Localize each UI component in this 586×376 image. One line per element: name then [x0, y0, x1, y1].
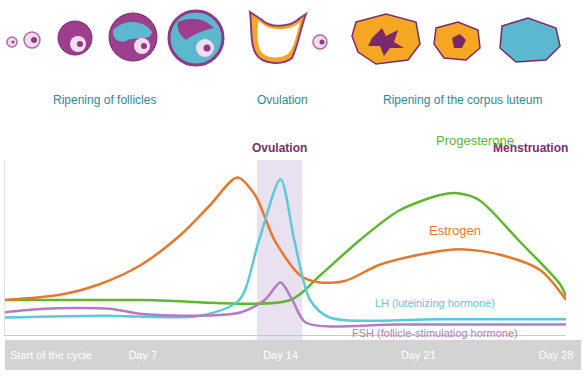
svg-text:Estrogen: Estrogen: [429, 223, 481, 238]
svg-text:Ovulation: Ovulation: [252, 141, 307, 155]
svg-text:Ripening of the corpus luteum: Ripening of the corpus luteum: [383, 93, 542, 107]
svg-text:FSH (follicle-stimulatiog horm: FSH (follicle-stimulatiog hormone): [352, 327, 518, 339]
svg-text:Day 28: Day 28: [539, 349, 574, 361]
svg-text:Day 14: Day 14: [263, 349, 298, 361]
svg-text:LH (luteinizing hormone): LH (luteinizing hormone): [375, 297, 495, 309]
svg-text:Menstruation: Menstruation: [493, 141, 568, 155]
svg-text:Progesterone: Progesterone: [436, 133, 514, 148]
svg-text:Start of the cycle: Start of the cycle: [10, 349, 92, 361]
svg-text:Day 21: Day 21: [401, 349, 436, 361]
svg-text:Ripening of follicles: Ripening of follicles: [53, 93, 156, 107]
svg-text:Day 7: Day 7: [128, 349, 157, 361]
svg-text:Ovulation: Ovulation: [257, 93, 308, 107]
